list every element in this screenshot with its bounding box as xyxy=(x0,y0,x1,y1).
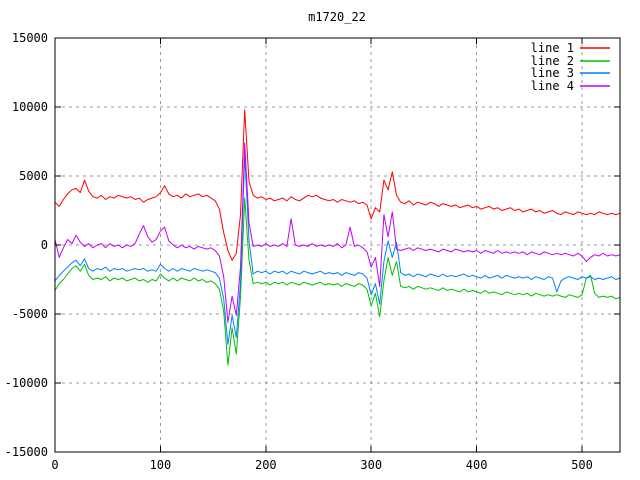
grid-lines xyxy=(55,38,620,452)
x-tick-label: 400 xyxy=(466,458,488,472)
chart-title: m1720_22 xyxy=(308,10,366,24)
y-tick-label: 15000 xyxy=(12,31,48,45)
legend-label-line-1: line 1 xyxy=(531,41,574,55)
series-2-polyline xyxy=(54,197,621,366)
y-tick-label: -5000 xyxy=(12,307,48,321)
x-tick-label: 500 xyxy=(571,458,593,472)
legend: line 1 line 2 line 3 line 4 xyxy=(531,41,610,93)
x-tick-label: 0 xyxy=(51,458,58,472)
y-tick-label: 10000 xyxy=(12,100,48,114)
series-4-polyline xyxy=(54,142,621,323)
legend-label-line-4: line 4 xyxy=(531,79,574,93)
plot-frame: 0 100 200 300 400 500 -15000 -10000 -5000 0 5000 10… xyxy=(5,31,621,472)
legend-label-line-3: line 3 xyxy=(531,66,574,80)
data-series xyxy=(54,109,621,366)
x-tick-label: 300 xyxy=(360,458,382,472)
series-3-polyline xyxy=(54,153,621,345)
y-tick-label: 0 xyxy=(41,238,48,252)
y-tick-label: 5000 xyxy=(19,169,48,183)
series-1-polyline xyxy=(54,109,621,261)
x-tick-label: 200 xyxy=(255,458,277,472)
legend-label-line-2: line 2 xyxy=(531,54,574,68)
y-tick-label: -15000 xyxy=(5,445,48,459)
x-tick-label: 100 xyxy=(150,458,172,472)
y-tick-label: -10000 xyxy=(5,376,48,390)
